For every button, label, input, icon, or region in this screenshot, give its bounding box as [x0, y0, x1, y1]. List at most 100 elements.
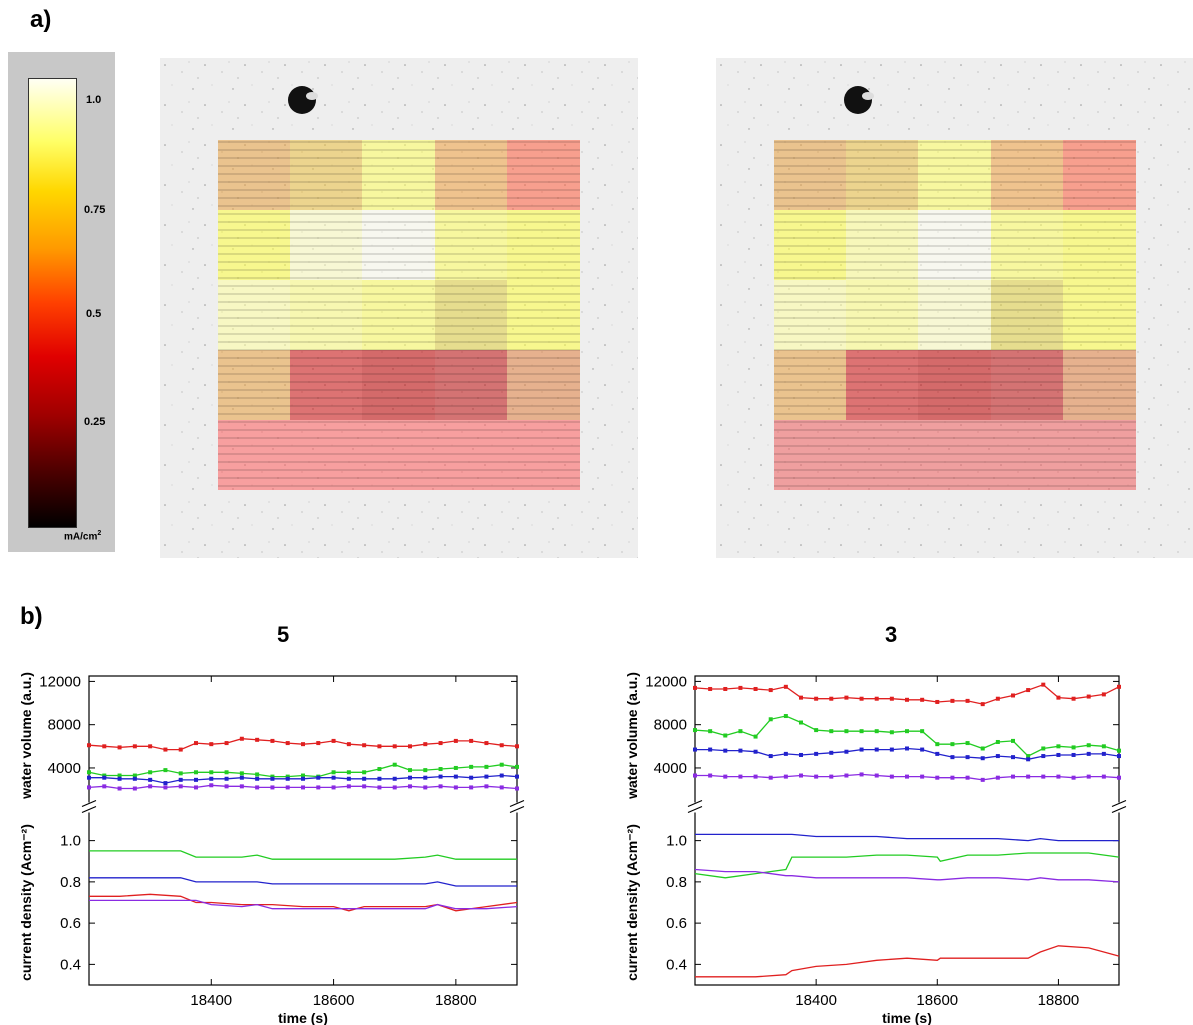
- data-point: [693, 773, 697, 778]
- chart-right: 18400 18600 18800 time (s) 4000 8000 12000 wate…: [624, 672, 1127, 1025]
- data-point: [285, 785, 290, 790]
- data-point: [829, 696, 834, 701]
- data-point: [132, 786, 137, 791]
- data-point: [889, 730, 894, 735]
- data-point: [270, 776, 275, 781]
- data-point: [132, 744, 137, 749]
- data-point: [362, 784, 367, 789]
- data-point: [874, 729, 879, 734]
- data-point: [209, 776, 214, 781]
- panel-label-a: a): [30, 6, 52, 33]
- data-point: [301, 776, 305, 781]
- x-tick-label: 18600: [313, 992, 355, 1009]
- axis-break-gap: [1113, 802, 1125, 813]
- data-point: [377, 785, 382, 790]
- dark-blob: [844, 86, 872, 114]
- data-point: [693, 728, 697, 733]
- data-point: [178, 784, 183, 789]
- data-point: [859, 696, 864, 701]
- data-point: [453, 785, 458, 790]
- data-point: [301, 785, 305, 790]
- series-line: [89, 877, 517, 887]
- y-tick-label: 8000: [654, 717, 687, 734]
- data-point: [362, 770, 367, 775]
- data-point: [799, 752, 803, 757]
- data-point: [935, 775, 940, 780]
- y-tick-label: 0.6: [60, 915, 81, 932]
- data-point: [346, 742, 351, 747]
- x-tick-label: 18400: [190, 992, 232, 1009]
- data-point: [738, 729, 743, 734]
- data-point: [1117, 775, 1121, 780]
- y-tick-label: 0.8: [666, 874, 687, 891]
- data-point: [799, 773, 803, 778]
- data-point: [239, 775, 244, 780]
- data-point: [738, 774, 743, 779]
- current-density-map-right: [716, 58, 1193, 558]
- data-point: [783, 684, 788, 689]
- axis-break-mark: [81, 799, 97, 808]
- data-point: [117, 745, 122, 750]
- data-point: [453, 765, 458, 770]
- axis-break-gap: [83, 802, 95, 813]
- plot-frame: [694, 675, 1120, 986]
- data-point: [224, 776, 229, 781]
- data-point: [889, 696, 894, 701]
- data-point: [1026, 757, 1031, 762]
- data-point: [1071, 696, 1076, 701]
- data-point: [1101, 774, 1106, 779]
- data-point: [285, 741, 290, 746]
- data-point: [408, 784, 412, 789]
- data-point: [753, 749, 758, 754]
- data-point: [723, 748, 728, 753]
- data-point: [285, 774, 290, 779]
- data-point: [965, 775, 970, 780]
- data-point: [708, 773, 713, 778]
- data-point: [453, 774, 458, 779]
- data-point: [499, 743, 504, 748]
- data-point: [1086, 751, 1091, 756]
- data-point: [499, 785, 504, 790]
- axis-break-gap: [689, 802, 701, 813]
- data-point: [469, 738, 474, 743]
- panel-label-b: b): [20, 603, 43, 630]
- data-point: [469, 785, 474, 790]
- y-tick-label: 12000: [39, 673, 81, 690]
- data-point: [965, 698, 970, 703]
- data-point: [285, 776, 290, 781]
- data-point: [239, 784, 244, 789]
- data-point: [1041, 754, 1046, 759]
- data-point: [814, 774, 819, 779]
- data-point: [814, 751, 819, 756]
- series-line: [89, 899, 518, 910]
- data-point: [484, 741, 489, 746]
- data-point: [965, 755, 970, 760]
- data-point: [1056, 752, 1061, 757]
- x-tick-label: 18600: [916, 992, 958, 1009]
- data-point: [484, 774, 489, 779]
- data-point: [844, 729, 849, 734]
- data-point: [132, 773, 137, 778]
- series-line: [695, 833, 1119, 842]
- data-point: [515, 744, 519, 749]
- data-point: [905, 729, 909, 734]
- data-point: [255, 785, 260, 790]
- data-point: [693, 747, 697, 752]
- colorbar-tick: 1.0: [86, 94, 102, 106]
- data-point: [1011, 693, 1015, 698]
- data-point: [905, 746, 909, 751]
- y-axis-label: current density (Acm⁻²): [18, 824, 34, 981]
- data-point: [859, 729, 864, 734]
- data-point: [1011, 755, 1015, 760]
- data-point: [515, 774, 519, 779]
- data-point: [874, 747, 879, 752]
- data-point: [1056, 695, 1061, 700]
- axis-break-mark: [81, 805, 97, 814]
- data-point: [423, 785, 428, 790]
- data-point: [708, 686, 713, 691]
- y-tick-label: 4000: [654, 760, 687, 777]
- data-point: [768, 754, 773, 759]
- data-point: [499, 773, 504, 778]
- data-point: [738, 748, 743, 753]
- data-point: [316, 785, 321, 790]
